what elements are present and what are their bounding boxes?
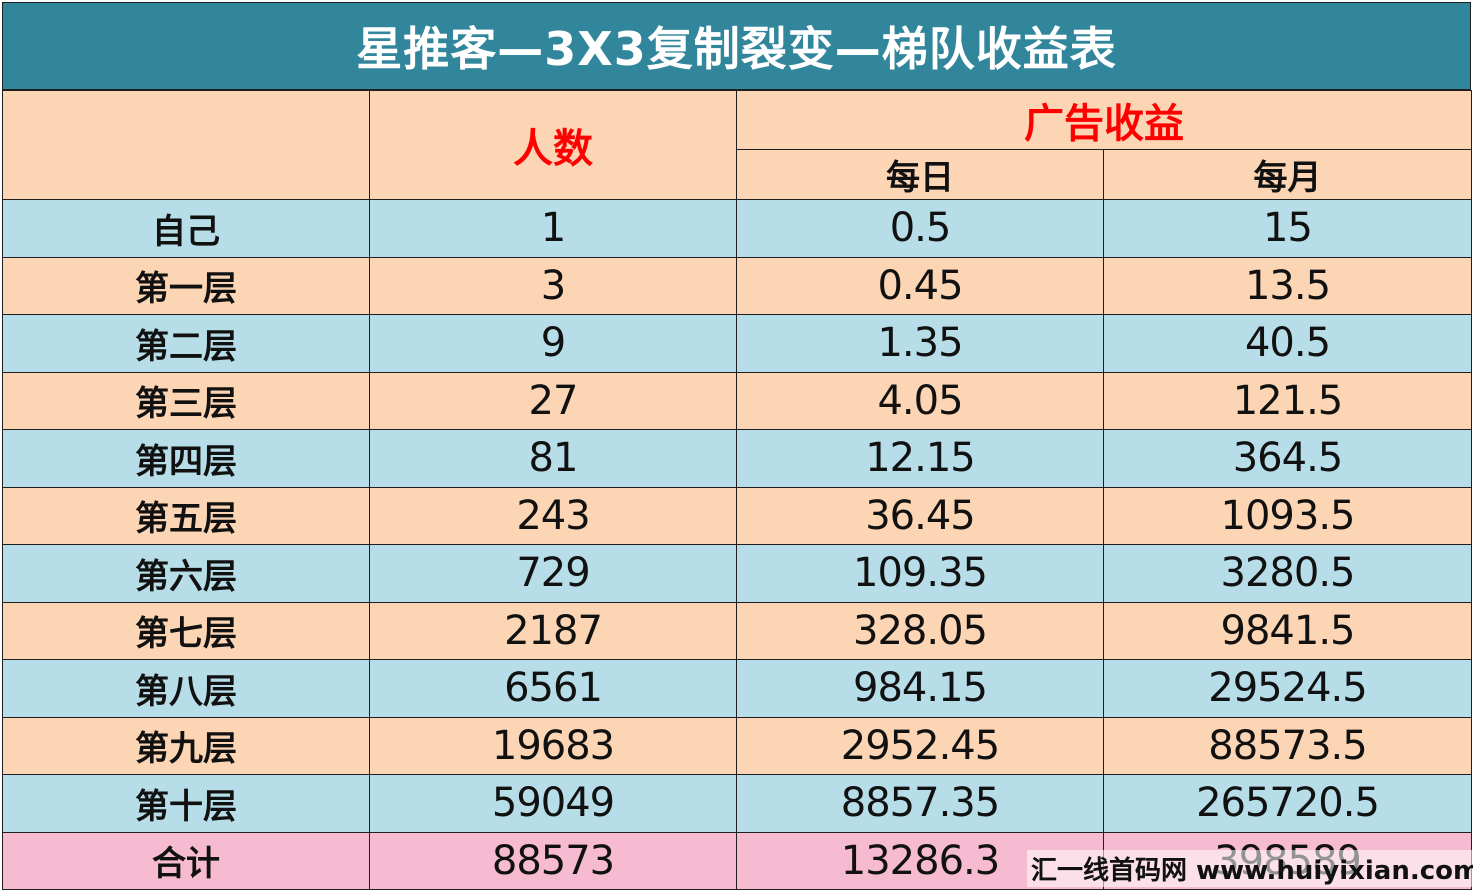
cell-monthly: 364.5 (1103, 429, 1472, 488)
cell-monthly: 9841.5 (1103, 601, 1472, 660)
cell-label: 第一层 (2, 256, 370, 315)
cell-people: 9 (369, 314, 737, 373)
cell-people: 59049 (369, 774, 737, 833)
table-row: 第五层 243 36.45 1093.5 (2, 486, 1472, 545)
table-row: 第四层 81 12.15 364.5 (2, 429, 1472, 488)
table-row: 第六层 729 109.35 3280.5 (2, 544, 1472, 603)
cell-people: 6561 (369, 659, 737, 718)
table-row: 第二层 9 1.35 40.5 (2, 314, 1472, 373)
header-row-2: 每日 每月 (3, 149, 1472, 200)
cell-label: 第九层 (2, 716, 370, 775)
header-corner-cell (2, 90, 370, 200)
table-title: 星推客—3X3复制裂变—梯队收益表 (2, 2, 1471, 90)
cell-monthly: 40.5 (1103, 314, 1472, 373)
cell-daily: 4.05 (736, 371, 1104, 430)
cell-label: 合计 (2, 831, 370, 890)
cell-daily: 109.35 (736, 544, 1104, 603)
cell-people: 19683 (369, 716, 737, 775)
cell-people: 243 (369, 486, 737, 545)
cell-label: 第四层 (2, 429, 370, 488)
header-monthly: 每月 (1103, 149, 1472, 200)
cell-monthly: 15 (1103, 199, 1472, 258)
cell-daily: 0.5 (736, 199, 1104, 258)
cell-people: 3 (369, 256, 737, 315)
cell-daily: 1.35 (736, 314, 1104, 373)
income-table: 人数 广告收益 每日 每月 自己 1 0.5 15 第一层 3 0.45 13.5 第二层 9 1.… (2, 90, 1472, 890)
header-row-1: 人数 广告收益 (2, 90, 1472, 200)
table-row: 第十层 59049 8857.35 265720.5 (2, 774, 1472, 833)
cell-monthly: 3280.5 (1103, 544, 1472, 603)
cell-daily: 12.15 (736, 429, 1104, 488)
cell-people: 2187 (369, 601, 737, 660)
cell-daily: 2952.45 (736, 716, 1104, 775)
cell-monthly: 13.5 (1103, 256, 1472, 315)
cell-people: 88573 (369, 831, 737, 890)
cell-monthly: 88573.5 (1103, 716, 1472, 775)
cell-daily: 0.45 (736, 256, 1104, 315)
table-row: 第一层 3 0.45 13.5 (2, 256, 1472, 315)
cell-people: 1 (369, 199, 737, 258)
table-row: 第九层 19683 2952.45 88573.5 (2, 716, 1472, 775)
cell-people: 27 (369, 371, 737, 430)
cell-label: 第三层 (2, 371, 370, 430)
cell-label: 第七层 (2, 601, 370, 660)
cell-label: 第六层 (2, 544, 370, 603)
cell-label: 自己 (2, 199, 370, 258)
cell-label: 第十层 (2, 774, 370, 833)
table-row: 第八层 6561 984.15 29524.5 (2, 659, 1472, 718)
cell-label: 第五层 (2, 486, 370, 545)
table-row: 第三层 27 4.05 121.5 (2, 371, 1472, 430)
cell-daily: 984.15 (736, 659, 1104, 718)
table-row: 第七层 2187 328.05 9841.5 (2, 601, 1472, 660)
table-row: 自己 1 0.5 15 (2, 199, 1472, 258)
header-people: 人数 (369, 90, 737, 200)
cell-daily: 36.45 (736, 486, 1104, 545)
watermark-text: 汇一线首码网 www.huiyixian.com (1027, 850, 1473, 887)
cell-label: 第八层 (2, 659, 370, 718)
cell-people: 729 (369, 544, 737, 603)
cell-daily: 328.05 (736, 601, 1104, 660)
cell-monthly: 265720.5 (1103, 774, 1472, 833)
cell-label: 第二层 (2, 314, 370, 373)
cell-daily: 8857.35 (736, 774, 1104, 833)
cell-monthly: 121.5 (1103, 371, 1472, 430)
cell-monthly: 29524.5 (1103, 659, 1472, 718)
cell-people: 81 (369, 429, 737, 488)
header-ad-revenue: 广告收益 (736, 90, 1472, 150)
header-daily: 每日 (736, 149, 1104, 200)
cell-monthly: 1093.5 (1103, 486, 1472, 545)
